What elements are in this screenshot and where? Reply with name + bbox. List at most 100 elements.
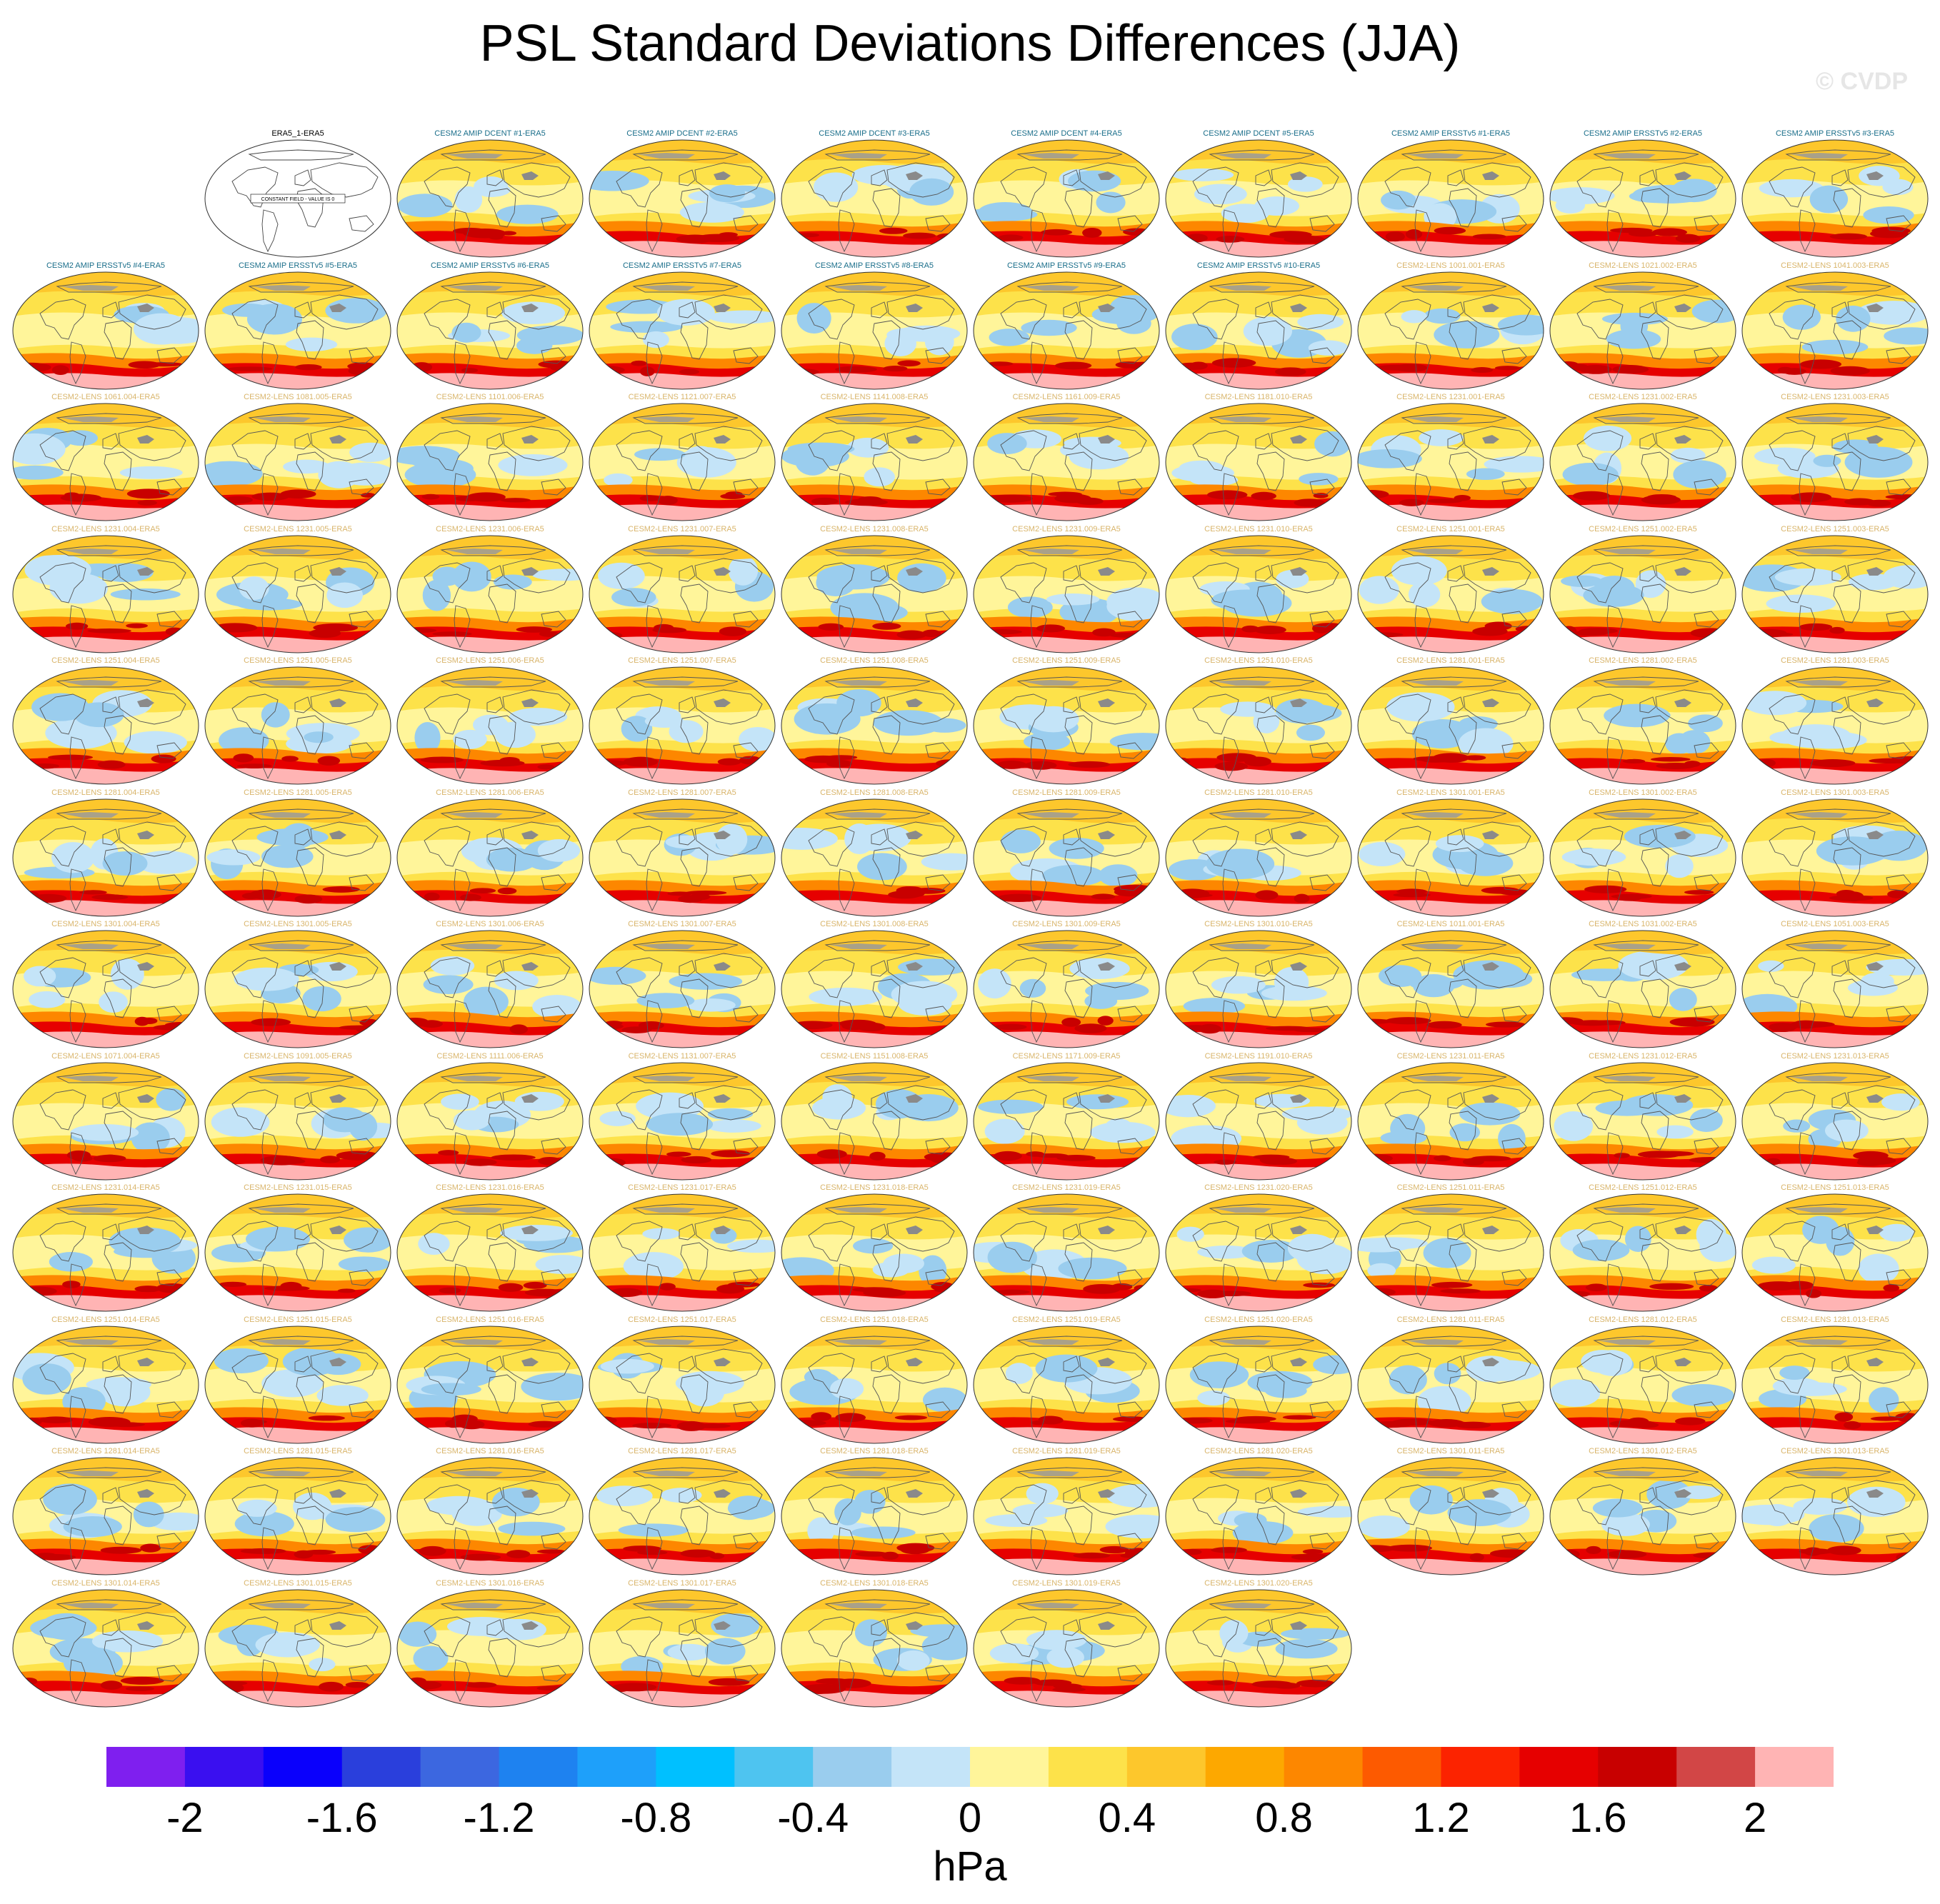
panel-title: CESM2-LENS 1231.016-ERA5 <box>436 1183 544 1192</box>
robinson-map <box>1165 139 1352 258</box>
robinson-map <box>1357 666 1544 785</box>
robinson-map <box>1357 1193 1544 1312</box>
robinson-map <box>396 1589 584 1707</box>
robinson-map <box>1549 535 1736 653</box>
robinson-map <box>204 1193 391 1312</box>
robinson-map <box>396 1193 584 1312</box>
map-panel: CESM2-LENS 1301.002-ERA5 <box>1547 788 1739 919</box>
robinson-map <box>973 535 1160 653</box>
robinson-map <box>781 1326 968 1443</box>
colorbar-units-label: hPa <box>933 1843 1007 1890</box>
robinson-map <box>396 1457 584 1575</box>
panel-title: CESM2-LENS 1071.004-ERA5 <box>51 1051 160 1061</box>
panel-title: CESM2-LENS 1231.004-ERA5 <box>51 524 160 533</box>
map-panel: CESM2 AMIP DCENT #1-ERA5 <box>394 129 586 260</box>
map-panel: CESM2-LENS 1181.010-ERA5 <box>1163 392 1354 523</box>
map-panel: CESM2-LENS 1281.009-ERA5 <box>971 788 1162 919</box>
map-panel: CESM2-LENS 1061.004-ERA5 <box>10 392 201 523</box>
map-panel: CESM2-LENS 1231.004-ERA5 <box>10 524 201 656</box>
robinson-map <box>12 666 199 785</box>
map-panel: CESM2-LENS 1281.010-ERA5 <box>1163 788 1354 919</box>
map-panel: CESM2-LENS 1131.007-ERA5 <box>586 1051 778 1183</box>
panel-title: CESM2-LENS 1301.020-ERA5 <box>1204 1578 1313 1588</box>
robinson-map <box>1165 930 1352 1048</box>
map-panel: CESM2-LENS 1071.004-ERA5 <box>10 1051 201 1183</box>
robinson-map <box>204 1457 391 1575</box>
robinson-map <box>1165 271 1352 389</box>
robinson-map <box>1549 1062 1736 1180</box>
panel-title: CESM2-LENS 1301.010-ERA5 <box>1204 920 1313 928</box>
panel-title: CESM2-LENS 1301.011-ERA5 <box>1396 1447 1505 1455</box>
map-panel: CESM2-LENS 1281.001-ERA5 <box>1355 656 1546 787</box>
map-panel: CESM2-LENS 1301.012-ERA5 <box>1547 1446 1739 1578</box>
panel-title: CESM2-LENS 1231.012-ERA5 <box>1589 1051 1697 1061</box>
colorbar-swatch <box>891 1747 971 1787</box>
map-panel: CESM2 AMIP ERSSTv5 #3-ERA5 <box>1739 129 1931 260</box>
robinson-map <box>973 666 1160 785</box>
robinson-map <box>1357 139 1544 258</box>
robinson-map <box>204 666 391 785</box>
map-panel: CESM2-LENS 1231.009-ERA5 <box>971 524 1162 656</box>
map-panel: CESM2-LENS 1251.019-ERA5 <box>971 1315 1162 1446</box>
robinson-map <box>589 930 776 1048</box>
robinson-map <box>204 271 391 389</box>
map-panel: CESM2-LENS 1301.011-ERA5 <box>1355 1446 1546 1578</box>
panel-title: CESM2-LENS 1301.016-ERA5 <box>436 1578 544 1588</box>
colorbar-swatch <box>1755 1747 1834 1787</box>
panel-title: CESM2-LENS 1281.020-ERA5 <box>1204 1447 1313 1455</box>
map-panel: CESM2 AMIP ERSSTv5 #2-ERA5 <box>1547 129 1739 260</box>
map-panel: CESM2-LENS 1231.015-ERA5 <box>202 1183 394 1314</box>
panel-title: CESM2 AMIP ERSSTv5 #5-ERA5 <box>238 261 358 270</box>
map-panel: CESM2-LENS 1301.018-ERA5 <box>779 1578 970 1710</box>
map-panel: CESM2-LENS 1051.003-ERA5 <box>1739 919 1931 1051</box>
robinson-map <box>781 535 968 653</box>
robinson-map <box>1741 798 1929 916</box>
map-panel: CESM2 AMIP DCENT #2-ERA5 <box>586 129 778 260</box>
map-panel: CESM2 AMIP DCENT #3-ERA5 <box>779 129 970 260</box>
map-panel: CESM2-LENS 1251.003-ERA5 <box>1739 524 1931 656</box>
robinson-map <box>589 798 776 916</box>
map-panel: CESM2-LENS 1231.006-ERA5 <box>394 524 586 656</box>
robinson-map <box>12 403 199 521</box>
panel-title: CESM2-LENS 1301.007-ERA5 <box>628 920 736 928</box>
panel-title: CESM2-LENS 1251.011-ERA5 <box>1396 1183 1505 1192</box>
robinson-map <box>12 1589 199 1707</box>
robinson-map <box>1357 798 1544 916</box>
colorbar-tick-label: -0.8 <box>620 1795 692 1841</box>
map-panel: CESM2-LENS 1231.013-ERA5 <box>1739 1051 1931 1183</box>
panel-title: CESM2 AMIP ERSSTv5 #7-ERA5 <box>622 261 742 270</box>
robinson-map <box>973 271 1160 389</box>
panel-title: CESM2-LENS 1251.001-ERA5 <box>1396 524 1505 533</box>
robinson-map <box>204 930 391 1048</box>
robinson-map <box>396 1062 584 1180</box>
robinson-map <box>1165 1326 1352 1443</box>
panel-title: CESM2-LENS 1281.017-ERA5 <box>628 1447 736 1455</box>
colorbar-swatch <box>341 1747 421 1787</box>
colorbar-swatch <box>577 1747 656 1787</box>
map-panel: CESM2-LENS 1231.014-ERA5 <box>10 1183 201 1314</box>
map-panel: CESM2-LENS 1281.011-ERA5 <box>1355 1315 1546 1446</box>
map-panel: CESM2-LENS 1251.017-ERA5 <box>586 1315 778 1446</box>
panel-title: CESM2-LENS 1251.006-ERA5 <box>436 656 544 665</box>
map-panel: CESM2-LENS 1191.010-ERA5 <box>1163 1051 1354 1183</box>
map-panel: CESM2-LENS 1251.013-ERA5 <box>1739 1183 1931 1314</box>
panel-title: CESM2-LENS 1281.001-ERA5 <box>1396 656 1505 665</box>
colorbar-swatch <box>1441 1747 1520 1787</box>
map-panel: CESM2-LENS 1281.015-ERA5 <box>202 1446 394 1578</box>
robinson-map <box>1165 666 1352 785</box>
panel-title: CESM2 AMIP DCENT #4-ERA5 <box>1011 129 1122 138</box>
panel-title: CESM2-LENS 1301.002-ERA5 <box>1589 788 1697 797</box>
robinson-map <box>1741 271 1929 389</box>
robinson-map <box>1741 1457 1929 1575</box>
robinson-map <box>1165 1062 1352 1180</box>
robinson-map <box>1549 1326 1736 1443</box>
robinson-map <box>1549 271 1736 389</box>
colorbar-swatch <box>1598 1747 1677 1787</box>
map-panel: CESM2-LENS 1251.009-ERA5 <box>971 656 1162 787</box>
panel-title: CESM2-LENS 1231.013-ERA5 <box>1781 1051 1889 1061</box>
robinson-map <box>12 798 199 916</box>
panel-title: CESM2-LENS 1281.008-ERA5 <box>820 788 929 797</box>
panel-title: CESM2-LENS 1191.010-ERA5 <box>1204 1051 1313 1061</box>
copyright-watermark: © CVDP <box>1816 68 1908 95</box>
robinson-map <box>1549 1457 1736 1575</box>
